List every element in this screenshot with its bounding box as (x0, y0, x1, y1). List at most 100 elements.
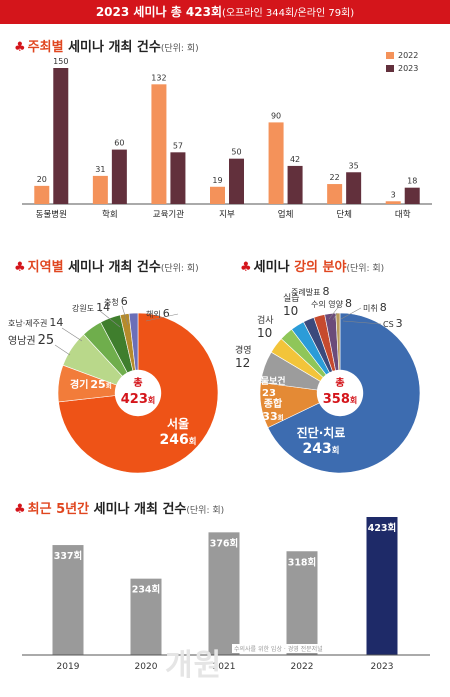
club-icon: ♣ (14, 502, 26, 517)
year-label: 2021 (213, 662, 236, 672)
year-bar (208, 532, 240, 655)
year-label: 2019 (57, 662, 80, 672)
bar-2022 (268, 122, 284, 204)
bar-value-label: 150 (53, 57, 68, 66)
slice-label: 실습 10 (283, 293, 300, 318)
leader-line (99, 310, 121, 328)
bar-value-label: 35 (349, 161, 359, 170)
category-label: 교육기관 (153, 209, 184, 220)
legend-label: 2023 (398, 64, 418, 73)
slice-label: 검사 10 (257, 314, 274, 340)
legend-swatch (386, 65, 394, 72)
year-bar (366, 517, 398, 655)
bar-2022 (327, 184, 343, 204)
slice-label: 증례발표 8 (291, 285, 329, 298)
pie-center (114, 369, 162, 417)
bar-2023 (346, 172, 362, 204)
club-icon: ♣ (14, 40, 26, 55)
pie-center-total: 423회 (121, 392, 156, 407)
club-icon: ♣ (240, 260, 252, 275)
bar-value-label: 57 (173, 141, 183, 150)
region-title-highlight: 지역별 (27, 260, 64, 275)
bar-2022 (34, 185, 50, 204)
year-bar (52, 545, 84, 655)
watermark-logo: 개원 (165, 648, 223, 683)
year-bar (286, 551, 318, 655)
slice-label: 강원도 14 (72, 301, 110, 314)
slice-label: CS 3 (383, 317, 403, 330)
slice-label: 경영 12 (235, 344, 252, 370)
leader-line (61, 327, 83, 342)
pie-center-total: 358회 (323, 392, 358, 407)
year-value-label: 234회 (132, 584, 161, 596)
bar-2022 (385, 201, 401, 204)
leader-line (328, 300, 344, 320)
category-label: 단체 (336, 209, 352, 220)
pie-center-label: 총 (335, 376, 344, 389)
category-label: 대학 (395, 209, 411, 220)
bar-2022 (92, 175, 108, 204)
bar-value-label: 18 (407, 177, 417, 186)
slice-label: 호남·제주권 14 (8, 316, 63, 329)
bar-2023 (404, 187, 420, 204)
host-section-title: ♣ 주최별 세미나 개최 건수(단위: 회) (14, 36, 199, 55)
year-value-label: 423회 (368, 522, 397, 534)
bar-value-label: 20 (37, 175, 47, 184)
category-label: 동물병원 (36, 210, 67, 220)
slice-label: 수의 영양 8 (311, 297, 352, 310)
banner-title: 2023 세미나 총 423회 (95, 5, 223, 19)
slice-label: 동물보건 23 (252, 375, 285, 399)
bar-2023 (287, 165, 303, 204)
category-label: 업체 (278, 209, 294, 220)
pie-center (316, 369, 364, 417)
field-title-unit: (단위: 회) (346, 264, 385, 274)
leader-line (342, 320, 382, 325)
year-label: 2022 (291, 662, 314, 672)
legend-label: 2022 (398, 51, 418, 60)
bar-2022 (151, 84, 167, 204)
region-title-unit: (단위: 회) (160, 264, 199, 274)
host-title-rest: 세미나 개최 건수 (63, 40, 161, 55)
slice-label: 충청 6 (104, 295, 128, 308)
bar-2023 (53, 68, 69, 204)
leader-line (145, 313, 179, 322)
bar-value-label: 132 (151, 73, 166, 82)
host-bar-chart: 20 150 동물병원 31 60 학회 132 57 교육기관 19 50 지부 90 42 업체 22 35… (22, 51, 432, 220)
bar-value-label: 3 (391, 190, 396, 199)
years-title-highlight: 최근 5년간 (27, 502, 90, 517)
year-label: 2020 (135, 662, 158, 672)
bar-value-label: 19 (212, 176, 222, 185)
field-title-pre: 세미나 (253, 260, 295, 275)
region-title-rest: 세미나 개최 건수 (63, 260, 161, 275)
slice-label: 진단·치료 243회 (297, 425, 346, 457)
pie-center-label: 총 (133, 376, 142, 389)
bar-2022 (210, 186, 225, 204)
host-title-highlight: 주최별 (27, 40, 64, 55)
years-title-unit: (단위: 회) (186, 506, 225, 516)
year-value-label: 376회 (210, 537, 239, 549)
bar-value-label: 42 (290, 155, 300, 164)
bar-2023 (229, 158, 244, 204)
title-banner: 2023 세미나 총 423회(오프라인 344회/온라인 79회) (0, 0, 450, 24)
category-label: 지부 (219, 210, 235, 220)
bar-value-label: 60 (114, 139, 124, 148)
slice-label: 미취 8 (363, 301, 387, 314)
years-section-title: ♣ 최근 5년간 세미나 개최 건수(단위: 회) (14, 498, 224, 517)
region-section-title: ♣ 지역별 세미나 개최 건수(단위: 회) (14, 256, 199, 275)
bar-value-label: 90 (271, 111, 281, 120)
legend-swatch (386, 52, 394, 59)
year-value-label: 318회 (288, 556, 317, 568)
slice-label: 경기 25회 (70, 378, 112, 391)
leader-line (121, 305, 129, 326)
club-icon: ♣ (14, 260, 26, 275)
slice-label: 해외 6 (146, 307, 170, 320)
years-bar-chart: 337회 2019 234회 2020 376회 2021 318회 2022 423회 2023 (22, 517, 430, 672)
bar-value-label: 22 (330, 173, 340, 182)
year-label: 2023 (371, 662, 394, 672)
field-title-highlight: 강의 분야 (294, 260, 347, 275)
bar-value-label: 31 (95, 165, 105, 174)
bar-2023 (111, 149, 127, 204)
leader-line (54, 344, 71, 356)
